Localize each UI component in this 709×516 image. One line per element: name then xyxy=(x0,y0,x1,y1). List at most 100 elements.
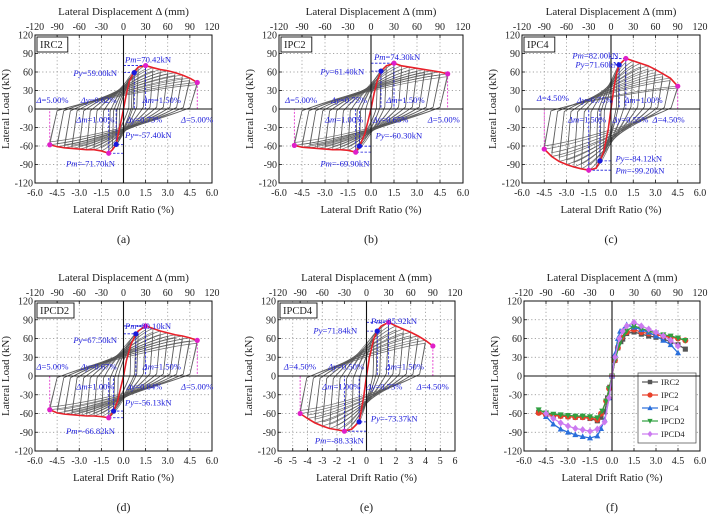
y-tick-label: 90 xyxy=(512,315,522,326)
data-point-IPCD2 xyxy=(572,413,579,420)
annotation-value: =61.40kN xyxy=(329,66,364,76)
x-tick-label: -1 xyxy=(348,456,356,467)
top-axis-label: Lateral Displacement Δ (mm) xyxy=(58,272,189,284)
top-tick-label: 120 xyxy=(693,22,708,33)
y-tick-label: -120 xyxy=(259,179,277,190)
annotation-value: =1.50% xyxy=(579,114,606,124)
annotation-value: =-60.30kN xyxy=(385,131,423,141)
annotation: Δy=0.50% xyxy=(327,362,364,372)
annotation: Δy=0.75% xyxy=(330,95,367,105)
y-axis-label: Lateral Load (kN) xyxy=(0,336,12,416)
top-tick-label: 30 xyxy=(141,288,151,299)
annotation-symbol: Pm xyxy=(319,158,331,168)
y-tick-label: -60 xyxy=(509,409,522,420)
specimen-label-box xyxy=(280,36,313,53)
x-tick-label: 6.0 xyxy=(206,456,219,467)
key-point-guide xyxy=(355,109,371,153)
y-tick-label: 60 xyxy=(23,68,33,79)
legend-marker xyxy=(647,418,653,424)
x-tick-label: 4 xyxy=(423,456,428,467)
data-point-IRC2 xyxy=(602,409,608,415)
annotation: Δ=4.50% xyxy=(536,93,569,103)
legend-label: IPC4 xyxy=(661,403,679,413)
x-tick-label: 0.0 xyxy=(117,188,130,199)
annotation: Py=67.50kN xyxy=(72,335,118,345)
y-tick-label: 30 xyxy=(266,353,276,364)
hysteresis-loop xyxy=(347,66,395,148)
data-point-IPCD2 xyxy=(603,398,610,405)
annotation-symbol: Δ xyxy=(284,95,290,105)
annotation: Δm=1.50% xyxy=(142,362,181,372)
y-axis-label: Lateral Load (kN) xyxy=(243,336,255,416)
hysteresis-loop xyxy=(543,87,679,147)
annotation: Pm=74.30kN xyxy=(373,52,421,62)
panel-a: -6.0 -4.5 -3.0 -1.5 0.0 1.5 3.0 4.5 6.0 -120 -90 -6… xyxy=(0,6,220,246)
top-tick-label: 90 xyxy=(673,22,683,33)
top-tick-label: 30 xyxy=(389,22,399,33)
annotation: Py=71.84kN xyxy=(312,325,358,335)
specimen-label: IPC2 xyxy=(284,40,306,51)
data-point-IPCD4 xyxy=(572,424,579,433)
annotation-value: =4.50% xyxy=(658,114,685,124)
top-tick-label: 120 xyxy=(693,288,708,299)
top-tick-label: -30 xyxy=(582,22,595,33)
annotation-value: =1.00% xyxy=(336,114,363,124)
y-tick-label: 60 xyxy=(23,334,33,345)
ult-pos-marker xyxy=(194,337,200,343)
data-point-IPCD4 xyxy=(616,334,623,343)
data-point-IPCD4 xyxy=(579,426,586,434)
top-tick-label: -60 xyxy=(561,288,574,299)
annotation: Py=71.60kN xyxy=(574,60,620,70)
py-neg-marker xyxy=(111,408,117,414)
pm-pos-marker xyxy=(143,62,149,69)
annotation-symbol: Py xyxy=(614,153,624,163)
legend-label: IPCD2 xyxy=(661,416,685,426)
specimen-label: IPC4 xyxy=(527,40,549,51)
annotation-symbol: Δy xyxy=(80,362,90,372)
top-tick-label: -60 xyxy=(316,288,329,299)
hysteresis-loop xyxy=(566,72,656,161)
top-axis-label: Lateral Displacement Δ (mm) xyxy=(547,272,678,284)
data-point-IPCD4 xyxy=(631,318,637,326)
annotation-value: =-71.70kN xyxy=(77,158,115,168)
x-tick-label: -4.5 xyxy=(294,188,310,199)
annotation-value: =82.00kN xyxy=(584,50,619,60)
data-point-IPC4 xyxy=(675,349,681,356)
annotation-symbol: Δy xyxy=(330,95,340,105)
y-tick-label: -90 xyxy=(507,160,520,171)
x-tick-label: -4.5 xyxy=(536,188,552,199)
ult-neg-marker xyxy=(47,142,53,148)
legend-marker xyxy=(647,430,653,438)
data-point-IPCD4 xyxy=(667,336,674,344)
bottom-axis-label: Lateral Drift Ratio (%) xyxy=(561,472,662,484)
x-tick-label: 1.5 xyxy=(139,456,152,467)
legend-marker xyxy=(647,392,653,398)
x-tick-label: -1.5 xyxy=(93,188,109,199)
annotation-symbol: Δm xyxy=(567,114,579,124)
bottom-axis-label: Lateral Drift Ratio (%) xyxy=(73,472,174,484)
annotation-symbol: Pm xyxy=(65,158,77,168)
legend-label: IPCD4 xyxy=(661,429,685,439)
annotation-symbol: Δ xyxy=(180,114,186,124)
data-point-IPCD2 xyxy=(535,407,542,414)
top-tick-label: 0 xyxy=(121,22,126,33)
annotation-symbol: Δy xyxy=(125,114,135,124)
annotation: Δm=1.50% xyxy=(142,95,181,105)
specimen-label-box xyxy=(36,302,75,319)
y-tick-label: -30 xyxy=(509,390,522,401)
data-point-IPCD4 xyxy=(653,328,659,336)
x-tick-label: 5 xyxy=(438,456,443,467)
annotation-value: =85.92kN xyxy=(382,316,417,326)
data-point-IPCD4 xyxy=(601,418,608,426)
x-tick-label: -4.5 xyxy=(49,188,65,199)
annotation-value: =5.00% xyxy=(433,114,460,124)
annotation: Δm=1.00% xyxy=(324,114,363,124)
top-tick-label: 0 xyxy=(369,22,374,33)
x-tick-label: 3 xyxy=(408,456,413,467)
y-tick-label: -30 xyxy=(20,390,33,401)
x-tick-label: 6 xyxy=(453,456,458,467)
top-tick-label: 30 xyxy=(384,288,394,299)
y-tick-label: -60 xyxy=(263,409,276,420)
py-pos-marker xyxy=(131,70,137,76)
data-point-IPCD4 xyxy=(543,409,549,418)
